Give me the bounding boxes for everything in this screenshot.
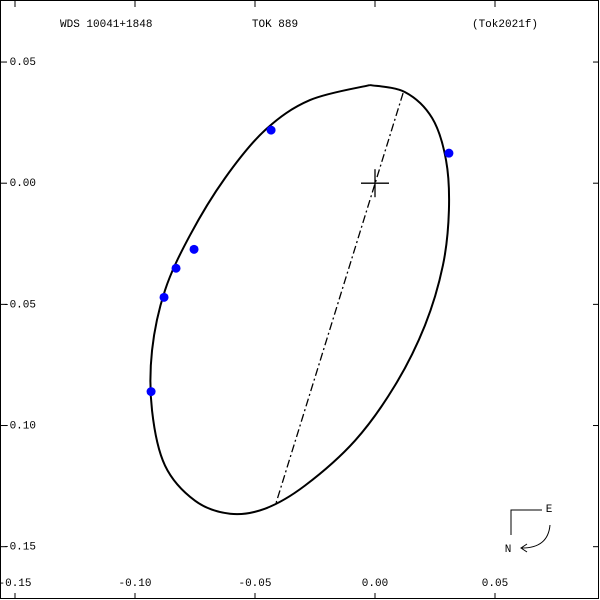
x-tick-label: 0.05 (482, 578, 508, 590)
observation-point (171, 263, 181, 273)
compass-east: E (546, 504, 553, 516)
compass-arrow (521, 524, 551, 549)
observation-point (159, 292, 169, 302)
x-tick-label: -0.05 (238, 578, 271, 590)
compass-axes (510, 509, 542, 535)
x-tick-label: -0.10 (118, 578, 151, 590)
compass-arrowhead (520, 543, 528, 553)
header-center: TOK 889 (252, 19, 298, 31)
line-of-nodes (275, 92, 404, 504)
header-right: (Tok2021f) (472, 19, 538, 31)
observation-point (146, 387, 156, 397)
observation-point (266, 125, 276, 135)
y-tick-label: 0.00 (10, 178, 36, 190)
observation-point (189, 244, 199, 254)
x-tick-label: -0.15 (0, 578, 32, 590)
y-tick-label: -0.05 (3, 299, 36, 311)
y-tick-label: -0.10 (3, 420, 36, 432)
y-tick-label: -0.15 (3, 542, 36, 554)
orbit-ellipse (149, 84, 451, 516)
y-tick-label: 0.05 (10, 57, 36, 69)
compass-north: N (505, 544, 512, 556)
observation-point (444, 148, 454, 158)
x-tick-label: 0.00 (362, 578, 388, 590)
header-left: WDS 10041+1848 (60, 19, 152, 31)
compass: E N (505, 504, 553, 556)
